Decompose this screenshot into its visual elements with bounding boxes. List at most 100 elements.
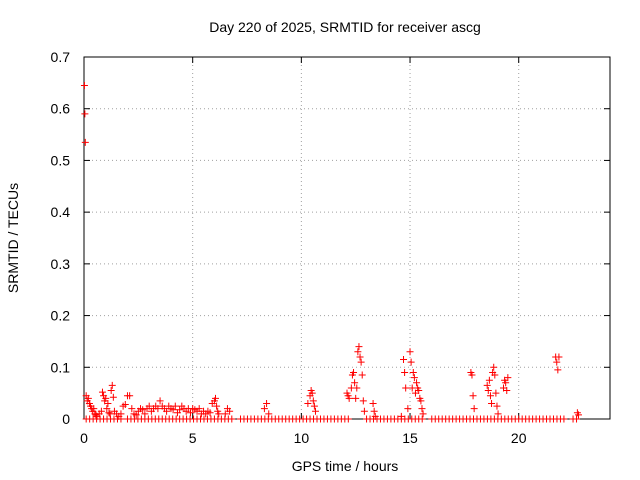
data-point [485, 376, 493, 384]
data-point [108, 381, 116, 389]
y-tick-label: 0.2 [51, 308, 71, 324]
data-point [311, 407, 319, 415]
data-point [469, 392, 477, 400]
data-point [490, 363, 498, 371]
data-point [90, 405, 98, 413]
y-tick-label: 0.5 [51, 152, 71, 168]
data-point [352, 394, 360, 402]
y-tick-label: 0.1 [51, 359, 71, 375]
data-point [351, 379, 359, 387]
data-points [80, 81, 582, 423]
data-point [128, 405, 136, 413]
data-point [107, 387, 115, 395]
data-point [104, 399, 112, 407]
data-point [417, 397, 425, 405]
y-tick-label: 0.6 [51, 101, 71, 117]
data-point [106, 410, 114, 418]
data-point [81, 138, 89, 146]
data-point [468, 371, 476, 379]
data-point [176, 406, 184, 414]
data-point [553, 358, 561, 366]
data-point [503, 387, 511, 395]
data-point [215, 410, 223, 418]
data-point [369, 399, 377, 407]
y-axis-label: SRMTID / TECUs [5, 183, 21, 293]
data-point [81, 110, 89, 118]
data-point [103, 405, 111, 413]
data-point [344, 415, 352, 423]
data-point [494, 410, 502, 418]
data-point [141, 410, 149, 418]
y-tick-label: 0.3 [51, 256, 71, 272]
data-point [486, 392, 494, 400]
data-point [415, 387, 423, 395]
plot-frame [83, 56, 611, 420]
data-point [359, 397, 367, 405]
data-point [504, 374, 512, 382]
data-point [409, 368, 417, 376]
data-point [154, 405, 162, 413]
data-point [355, 343, 363, 351]
data-point [156, 397, 164, 405]
data-point [418, 405, 426, 413]
chart-title: Day 220 of 2025, SRMTID for receiver asc… [209, 19, 481, 35]
data-point [358, 371, 366, 379]
data-point [401, 368, 409, 376]
data-point [226, 407, 234, 415]
data-point [109, 393, 117, 401]
data-point [492, 389, 500, 397]
data-point [169, 406, 177, 414]
x-tick-label: 5 [189, 430, 197, 446]
data-point [80, 81, 88, 89]
data-point [502, 379, 510, 387]
data-point [132, 411, 140, 419]
data-point [228, 415, 236, 423]
data-point [310, 402, 318, 410]
data-point [92, 411, 100, 419]
axis-ticks: 0 5 10 15 20 0 0.1 0.2 0.3 0.4 0.5 0.6 0.7 [51, 49, 610, 446]
data-point [187, 409, 195, 417]
y-tick-label: 0.4 [51, 204, 71, 220]
data-point [488, 399, 496, 407]
data-point [400, 356, 408, 364]
data-point [308, 389, 316, 397]
data-point [560, 415, 568, 423]
data-point [213, 402, 221, 410]
data-point [353, 384, 361, 392]
data-point [263, 399, 271, 407]
x-tick-label: 20 [511, 430, 527, 446]
data-point [139, 406, 147, 414]
data-point [304, 399, 312, 407]
x-tick-label: 15 [402, 430, 418, 446]
data-point [350, 368, 358, 376]
data-point [265, 410, 273, 418]
data-point [410, 374, 418, 382]
data-point [212, 394, 219, 402]
data-point [84, 394, 92, 402]
data-point [370, 407, 378, 415]
data-point [555, 353, 563, 361]
data-point [260, 405, 268, 413]
x-tick-label: 0 [80, 430, 88, 446]
data-point [309, 397, 317, 405]
data-point [554, 366, 562, 374]
data-point [413, 379, 421, 387]
data-point [126, 392, 134, 400]
data-point [354, 348, 362, 356]
data-point [97, 407, 105, 415]
data-point [221, 410, 229, 418]
data-point [345, 394, 353, 402]
data-point [371, 412, 379, 420]
data-point [491, 371, 499, 379]
x-axis-label: GPS time / hours [292, 458, 399, 474]
data-point [356, 353, 364, 361]
data-point [117, 410, 125, 418]
x-tick-label: 10 [294, 430, 310, 446]
data-point [493, 402, 501, 410]
data-point [407, 358, 415, 366]
data-point [574, 411, 582, 419]
data-point [418, 415, 426, 423]
data-point [406, 348, 414, 356]
data-point [402, 384, 410, 392]
